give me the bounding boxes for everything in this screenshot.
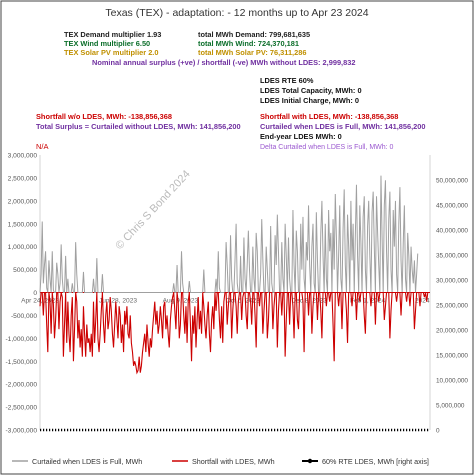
legend: Curtailed when LDES is Full, MWh Shortfa…	[12, 457, 429, 466]
annot-curtailed-full: Curtailed when LDES is Full, MWh: 141,85…	[260, 122, 426, 131]
chart-title: Texas (TEX) - adaptation: - 12 months up…	[105, 7, 368, 19]
right-tick-label: 10,000,000	[436, 378, 468, 385]
annot-ldes-rte: LDES RTE 60%	[260, 76, 314, 85]
series-curtailed-line	[39, 175, 419, 293]
annot-nominal: Nominal annual surplus (+ve) / shortfall…	[92, 58, 355, 67]
left-tick-label: -2,500,000	[5, 405, 37, 412]
right-tick-label: 0	[436, 428, 440, 435]
annot-solar-mult: TEX Solar PV multiplier 2.0	[64, 48, 158, 57]
legend-ldes-marker	[307, 458, 313, 464]
right-tick-label: 40,000,000	[436, 228, 468, 235]
right-tick-label: 30,000,000	[436, 278, 468, 285]
annot-total-demand: total MWh Demand: 799,681,635	[198, 30, 310, 39]
legend-ldes-label: 60% RTE LDES, MWh [right axis]	[322, 457, 429, 466]
right-tick-label: 50,000,000	[436, 178, 468, 185]
annot-shortfall-with: Shortfall with LDES, MWh: -138,856,368	[260, 112, 398, 121]
right-tick-label: 15,000,000	[436, 353, 468, 360]
annot-total-solar: total MWh Solar PV: 76,311,286	[198, 48, 306, 57]
annot-ldes-capacity: LDES Total Capacity, MWh: 0	[260, 86, 362, 95]
annot-end-year: End-year LDES MWh: 0	[260, 132, 342, 141]
annot-demand-mult: TEX Demand multiplier 1.93	[64, 30, 161, 39]
left-tick-label: -500,000	[11, 313, 37, 320]
left-tick-label: 500,000	[13, 267, 37, 274]
left-tick-label: 1,000,000	[8, 244, 38, 251]
right-tick-label: 35,000,000	[436, 253, 468, 260]
left-axis-ticks: 3,000,000 2,500,000 2,000,000 1,500,000 1,00…	[5, 153, 37, 435]
annot-total-wind: total MWh Wind: 724,370,181	[198, 39, 299, 48]
left-tick-label: 0	[33, 290, 37, 297]
left-tick-label: 1,500,000	[8, 221, 38, 228]
x-tick-label: Feb 1, 2024	[350, 298, 386, 305]
x-tick-label: Aug 9, 2023	[163, 298, 199, 305]
right-tick-label: 20,000,000	[436, 328, 468, 335]
annot-ldes-initial: LDES Initial Charge, MWh: 0	[260, 96, 359, 105]
legend-curtailed-label: Curtailed when LDES is Full, MWh	[32, 457, 142, 466]
annot-na: N/A	[36, 142, 49, 151]
series-shortfall-line	[39, 291, 430, 375]
annot-wind-mult: TEX Wind multiplier 6.50	[64, 39, 150, 48]
annot-shortfall-without: Shortfall w/o LDES, MWh: -138,856,368	[36, 112, 172, 121]
left-tick-label: 2,000,000	[8, 198, 38, 205]
left-tick-label: -3,000,000	[5, 428, 37, 435]
annot-delta-curtailed: Delta Curtailed when LDES is Full, MWh: …	[260, 144, 394, 151]
left-tick-label: -1,500,000	[5, 359, 37, 366]
left-tick-label: 3,000,000	[8, 153, 38, 160]
legend-shortfall-label: Shortfall with LDES, MWh	[192, 457, 275, 466]
right-tick-label: 5,000,000	[436, 403, 465, 410]
left-tick-label: -2,000,000	[5, 382, 37, 389]
right-axis-ticks: 50,000,000 45,000,000 40,000,000 35,000,000…	[436, 178, 468, 435]
left-tick-label: -1,000,000	[5, 336, 37, 343]
annot-total-surplus: Total Surplus = Curtailed without LDES, …	[36, 122, 241, 131]
right-tick-label: 45,000,000	[436, 203, 468, 210]
left-tick-label: 2,500,000	[8, 175, 38, 182]
x-tick-label: 2024	[415, 298, 430, 305]
x-tick-label: Jun 28, 2023	[99, 298, 137, 305]
right-tick-label: 25,000,000	[436, 303, 468, 310]
